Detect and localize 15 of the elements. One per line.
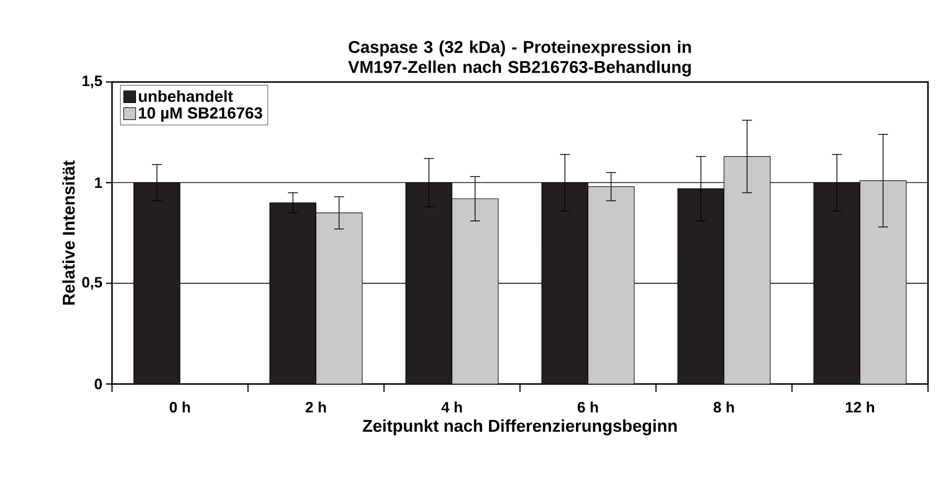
- x-tick-label: 4 h: [441, 402, 462, 412]
- y-tick-label: 1,5: [82, 76, 102, 88]
- x-tick-label: 8 h: [714, 402, 734, 413]
- x-tick-label: 2 h: [306, 402, 326, 412]
- x-tick-label: 0 h: [170, 402, 190, 413]
- x-tick-label: 12 h: [846, 402, 874, 412]
- y-tick-label: 1: [95, 177, 102, 188]
- x-axis-title: Zeitpunkt nach Differenzierungsbeginn: [362, 419, 677, 436]
- y-tick-label: 0,5: [82, 276, 102, 290]
- x-tick-label: 6 h: [578, 402, 598, 413]
- legend-label: unbehandelt: [138, 90, 233, 102]
- y-tick-label: 0: [94, 378, 102, 390]
- chart-title: Caspase 3 (32 kDa) - Proteinexpression in VM197-Zellen nach SB216763-Behandlung: [348, 40, 691, 76]
- y-axis-title: Relative Intensität: [62, 160, 75, 305]
- legend-label: 10 µM SB216763: [138, 107, 262, 122]
